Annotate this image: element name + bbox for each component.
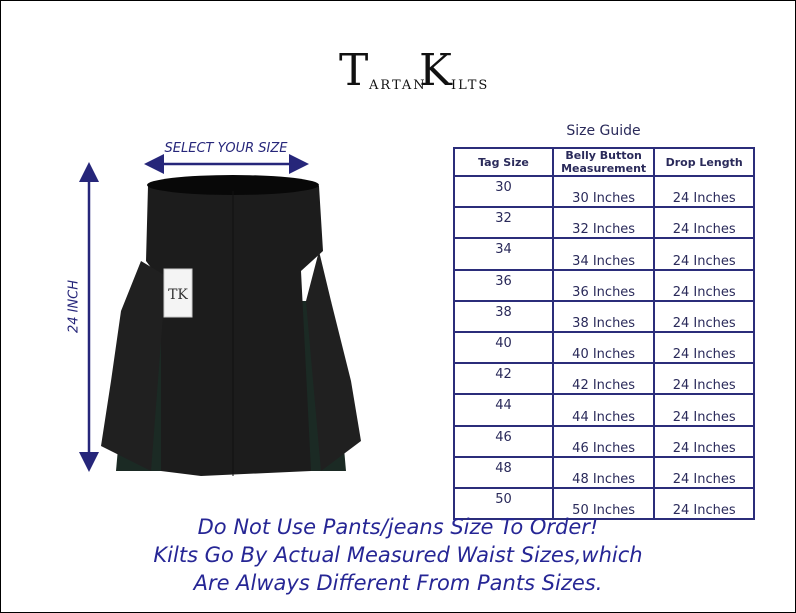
table-row: 46 46 Inches 24 Inches	[453, 424, 755, 458]
size-guide-title: Size Guide	[566, 123, 641, 139]
drop-length-cell: 24 Inches	[653, 268, 755, 302]
notice-line: Do Not Use Pants/jeans Size To Order!	[197, 515, 599, 539]
belly-button-cell: 42 Inches	[551, 362, 656, 396]
tartan-kilts-logo: T ARTAN K ILTS	[301, 45, 501, 105]
kilt-apron	[146, 179, 323, 476]
size-guide-table: Tag Size Belly Button Measurement Drop L…	[453, 147, 755, 521]
drop-length-cell: 24 Inches	[653, 330, 755, 365]
logo-letter: T	[339, 45, 369, 96]
table-row: 36 36 Inches 24 Inches	[453, 268, 755, 302]
table-row: 48 48 Inches 24 Inches	[453, 455, 755, 489]
left-pocket	[101, 261, 166, 471]
table-row: 32 32 Inches 24 Inches	[453, 206, 755, 240]
tag-size-cell: 36	[453, 268, 554, 302]
table-row: 50 50 Inches 24 Inches	[453, 486, 755, 521]
tag-size-cell: 32	[453, 206, 554, 240]
header-tag-size: Tag Size	[453, 147, 554, 177]
belly-button-cell: 44 Inches	[551, 393, 656, 427]
svg-text:TK: TK	[168, 287, 188, 303]
logo-text: ARTAN	[369, 78, 427, 93]
belly-button-cell: 32 Inches	[551, 206, 656, 240]
belly-button-cell: 34 Inches	[551, 237, 656, 271]
drop-length-cell: 24 Inches	[653, 486, 755, 521]
tag-size-cell: 46	[453, 424, 554, 458]
notice-line: Are Always Different From Pants Sizes.	[193, 571, 603, 595]
drop-length-cell: 24 Inches	[653, 206, 755, 240]
tag-size-cell: 42	[453, 362, 554, 396]
table-row: 30 30 Inches 24 Inches	[453, 174, 755, 209]
drop-length-cell: 24 Inches	[653, 299, 755, 333]
notice-line: Kilts Go By Actual Measured Waist Sizes,…	[153, 543, 643, 567]
right-pocket	[306, 251, 361, 471]
tag-size-cell: 48	[453, 455, 554, 489]
kilt-tag	[163, 268, 193, 318]
drop-length-cell: 24 Inches	[653, 362, 755, 396]
select-your-size-label: SELECT YOUR SIZE	[164, 141, 288, 156]
tag-size-cell: 34	[453, 237, 554, 271]
table-row: 44 44 Inches 24 Inches	[453, 393, 755, 427]
sizing-notice: Do Not Use Pants/jeans Size To Order! Ki…	[1, 513, 795, 597]
table-row: 34 34 Inches 24 Inches	[453, 237, 755, 271]
belly-button-cell: 50 Inches	[551, 486, 656, 521]
belly-button-cell: 30 Inches	[551, 174, 656, 209]
tag-size-cell: 44	[453, 393, 554, 427]
table-row: 38 38 Inches 24 Inches	[453, 299, 755, 333]
belly-button-cell: 40 Inches	[551, 330, 656, 365]
drop-length-cell: 24 Inches	[653, 237, 755, 271]
length-label: 24 INCH	[66, 279, 82, 334]
header-drop-length: Drop Length	[653, 147, 755, 177]
table-row: 40 40 Inches 24 Inches	[453, 330, 755, 365]
tag-size-cell: 40	[453, 330, 554, 365]
logo-text: ILTS	[451, 78, 490, 93]
logo-letter: K	[419, 45, 452, 96]
waistband-opening	[147, 175, 319, 195]
belly-button-cell: 46 Inches	[551, 424, 656, 458]
belly-button-cell: 48 Inches	[551, 455, 656, 489]
table-header-row: Tag Size Belly Button Measurement Drop L…	[453, 147, 755, 177]
belly-button-cell: 36 Inches	[551, 268, 656, 302]
table-row: 42 42 Inches 24 Inches	[453, 362, 755, 396]
drop-length-cell: 24 Inches	[653, 424, 755, 458]
tag-size-cell: 38	[453, 299, 554, 333]
drop-length-cell: 24 Inches	[653, 455, 755, 489]
drop-length-cell: 24 Inches	[653, 393, 755, 427]
belly-button-cell: 38 Inches	[551, 299, 656, 333]
drop-length-cell: 24 Inches	[653, 174, 755, 209]
tag-size-cell: 50	[453, 486, 554, 521]
header-belly-button: Belly Button Measurement	[551, 147, 656, 177]
tag-size-cell: 30	[453, 174, 554, 209]
